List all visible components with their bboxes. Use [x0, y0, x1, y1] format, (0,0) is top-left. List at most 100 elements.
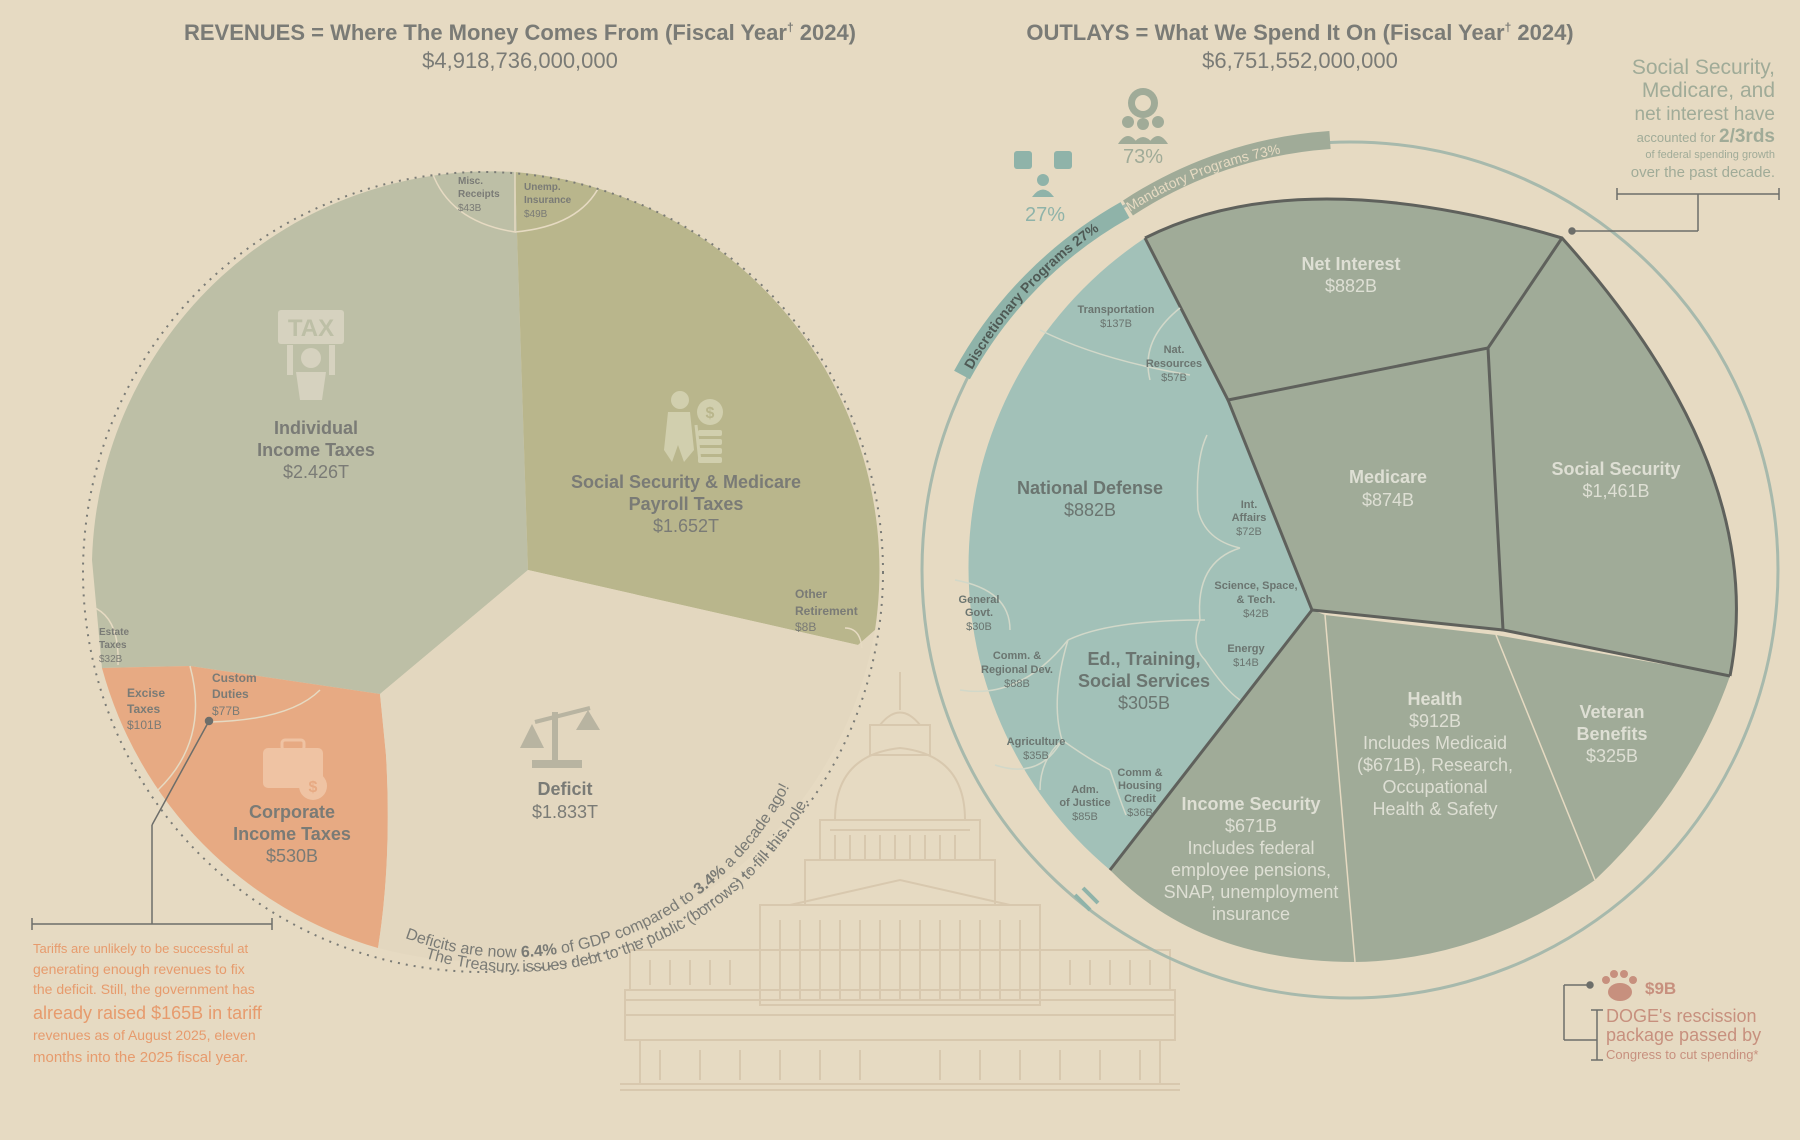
tile-social-security	[1488, 238, 1737, 676]
scales-icon	[520, 706, 600, 768]
label-veteran-name2: Benefits	[1576, 724, 1647, 744]
label-net-interest-value: $882B	[1325, 276, 1377, 296]
doge-note-l2: package passed by	[1606, 1025, 1761, 1045]
label-general-govt-name2: Govt.	[965, 607, 993, 619]
elderly-money-icon: $	[664, 391, 723, 463]
tile-health	[1325, 615, 1595, 962]
label-veteran-value: $325B	[1586, 746, 1638, 766]
label-deficit-value: $1.833T	[532, 802, 598, 822]
label-misc-value: $43B	[458, 203, 482, 214]
label-health-note3: Occupational	[1382, 777, 1487, 797]
label-science-name2: & Tech.	[1237, 594, 1276, 606]
label-customs-value: $77B	[212, 704, 240, 718]
tile-veteran-benefits	[1496, 635, 1730, 880]
label-income-security-note2: employee pensions,	[1171, 860, 1331, 880]
label-defense-name: National Defense	[1017, 478, 1163, 498]
label-education-name2: Social Services	[1078, 671, 1210, 691]
revenue-pie-outline	[82, 171, 884, 973]
discretionary-percent: 27%	[1025, 204, 1065, 226]
label-defense-value: $882B	[1064, 500, 1116, 520]
label-corporate-name1: Corporate	[249, 802, 335, 822]
tax-sign-label: TAX	[288, 315, 334, 342]
revenues-header: REVENUES = Where The Money Comes From (F…	[80, 20, 960, 74]
label-science-value: $42B	[1243, 608, 1269, 620]
slice-deficit	[378, 570, 875, 962]
tariff-note-l6: months into the 2025 fiscal year.	[33, 1049, 248, 1066]
label-payroll-name1: Social Security & Medicare	[571, 472, 801, 492]
label-veteran-name1: Veteran	[1579, 702, 1644, 722]
slice-excise-taxes	[157, 665, 197, 791]
label-payroll-value: $1.652T	[653, 516, 719, 536]
label-comm-regional-name2: Regional Dev.	[981, 664, 1053, 676]
label-int-affairs-value: $72B	[1236, 526, 1262, 538]
label-education-name1: Ed., Training,	[1087, 649, 1200, 669]
label-energy-value: $14B	[1233, 657, 1259, 669]
label-health-name: Health	[1407, 689, 1462, 709]
tile-net-interest	[1145, 199, 1562, 400]
svg-text:$: $	[309, 779, 318, 796]
tariff-note-l5: revenues as of August 2025, eleven	[33, 1027, 256, 1043]
label-justice-name2: of Justice	[1059, 797, 1110, 809]
region-discretionary	[968, 238, 1312, 870]
slice-other-retirement	[844, 627, 863, 649]
tariff-note: Tariffs are unlikely to be successful at…	[33, 941, 263, 1066]
label-estate-name2: Taxes	[99, 640, 127, 651]
label-individual-value: $2.426T	[283, 462, 349, 482]
label-excise-name2: Taxes	[127, 702, 160, 716]
label-individual-name1: Individual	[274, 418, 358, 438]
slice-payroll-taxes	[515, 172, 880, 645]
discretionary-choice-icon	[1014, 151, 1072, 197]
label-income-security-value: $671B	[1225, 816, 1277, 836]
label-excise-name1: Excise	[127, 686, 165, 700]
outlays-title: OUTLAYS = What We Spend It On (Fiscal Ye…	[1026, 20, 1574, 45]
label-education-value: $305B	[1118, 693, 1170, 713]
label-customs-name1: Custom	[212, 671, 257, 685]
discretionary-band	[954, 202, 1130, 380]
slice-individual-income-taxes	[92, 171, 528, 695]
label-health-note4: Health & Safety	[1372, 799, 1497, 819]
label-payroll-name2: Payroll Taxes	[629, 494, 744, 514]
label-justice-name1: Adm.	[1071, 784, 1099, 796]
mandatory-people-gear-icon	[1118, 88, 1168, 144]
doge-note: $9B DOGE's rescission package passed by …	[1606, 979, 1761, 1062]
label-unemp-name1: Unemp.	[524, 182, 561, 193]
growth-note-l2: Medicare, and	[1642, 79, 1775, 102]
paw-icon	[1602, 970, 1637, 1001]
slice-custom-duties	[209, 689, 321, 723]
label-other-ret-name1: Other	[795, 587, 827, 601]
outlays-chart: Discretionary Programs 27% Mandatory Pro…	[920, 131, 1780, 1000]
label-general-govt-value: $30B	[966, 621, 992, 633]
label-income-security-note3: SNAP, unemployment	[1164, 882, 1339, 902]
capitol-building-icon	[620, 672, 1180, 1091]
label-housing-credit-name1: Comm &	[1117, 767, 1162, 779]
label-transportation-name: Transportation	[1077, 304, 1154, 316]
growth-note-l3: net interest have	[1635, 104, 1775, 125]
label-health-value: $912B	[1409, 711, 1461, 731]
tariff-note-l1: Tariffs are unlikely to be successful at	[33, 941, 248, 956]
outlays-total: $6,751,552,000,000	[1202, 48, 1398, 73]
label-unemp-name2: Insurance	[524, 195, 572, 206]
label-housing-credit-name2: Housing	[1118, 780, 1162, 792]
revenues-title: REVENUES = Where The Money Comes From (F…	[183, 20, 857, 45]
label-misc-name2: Receipts	[458, 189, 500, 200]
label-housing-credit-value: $36B	[1127, 807, 1153, 819]
tile-medicare	[1228, 348, 1503, 630]
slice-corporate-income-taxes	[102, 666, 388, 948]
label-estate-value: $32B	[99, 654, 123, 665]
label-comm-regional-name1: Comm. &	[993, 650, 1041, 662]
label-agriculture-name: Agriculture	[1007, 736, 1066, 748]
revenue-pie	[82, 171, 884, 973]
label-income-security-note1: Includes federal	[1187, 838, 1314, 858]
growth-note-l6: over the past decade.	[1631, 164, 1775, 181]
label-int-affairs-name1: Int.	[1241, 499, 1258, 511]
label-energy-name: Energy	[1227, 643, 1265, 655]
label-nat-resources-name1: Nat.	[1164, 344, 1185, 356]
label-int-affairs-name2: Affairs	[1232, 512, 1267, 524]
label-housing-credit-name3: Credit	[1124, 793, 1156, 805]
label-health-note2: ($671B), Research,	[1357, 755, 1513, 775]
svg-text:$: $	[706, 405, 715, 422]
outlays-outer-ring	[920, 140, 1780, 1000]
label-social-security-value: $1,461B	[1582, 481, 1649, 501]
growth-callout-line	[1568, 188, 1780, 235]
tile-income-security	[1110, 610, 1355, 962]
